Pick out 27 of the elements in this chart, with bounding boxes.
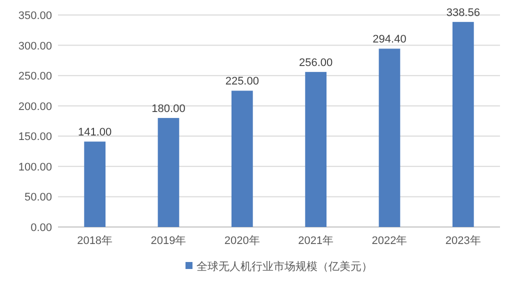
x-tick-label: 2020年 <box>224 235 260 247</box>
y-tick-label: 150.00 <box>18 131 52 144</box>
bar <box>452 22 474 227</box>
bar <box>231 90 253 227</box>
bar <box>378 48 400 227</box>
bar <box>305 72 327 227</box>
y-tick-label: 200.00 <box>18 100 52 113</box>
data-label: 294.40 <box>372 34 406 46</box>
y-tick-label: 100.00 <box>18 161 52 174</box>
x-tick-label: 2023年 <box>445 235 481 247</box>
bar <box>158 118 180 227</box>
data-label: 338.56 <box>446 6 480 19</box>
y-tick-label: 50.00 <box>24 192 52 204</box>
data-label: 141.00 <box>78 126 112 139</box>
x-tick-label: 2022年 <box>372 235 408 247</box>
data-label: 256.00 <box>299 56 333 69</box>
data-label: 180.00 <box>152 102 186 115</box>
y-tick-label: 300.00 <box>18 40 52 52</box>
x-tick-label: 2021年 <box>298 235 334 247</box>
x-tick-label: 2019年 <box>150 235 186 247</box>
x-tick-label: 2018年 <box>77 235 113 247</box>
data-label: 225.00 <box>225 76 259 88</box>
y-tick-label: 0.00 <box>30 222 52 234</box>
bar <box>84 142 106 227</box>
legend-label: 全球无人机行业市场规模（亿美元） <box>196 260 372 273</box>
y-tick-label: 350.00 <box>18 10 52 22</box>
y-tick-label: 250.00 <box>18 70 52 83</box>
